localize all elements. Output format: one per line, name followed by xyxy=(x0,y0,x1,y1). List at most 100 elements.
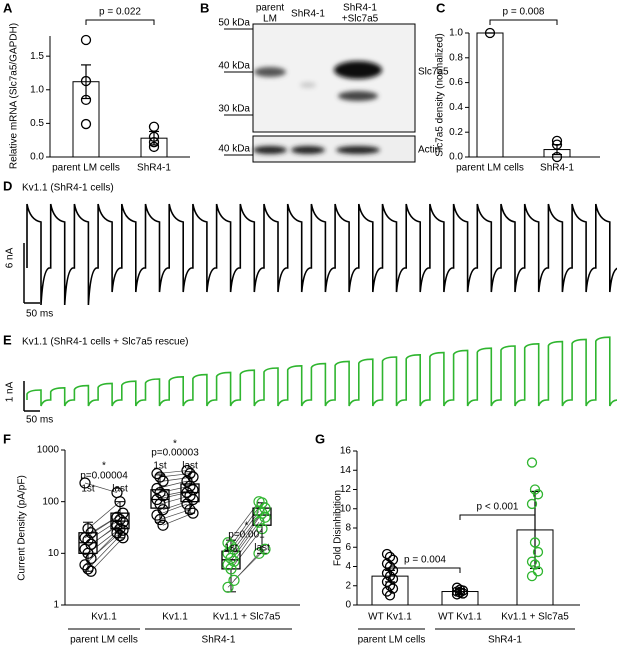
y-tick-label: 0.8 xyxy=(449,52,463,63)
scale-label: 50 ms xyxy=(26,415,53,426)
data-point xyxy=(387,583,399,594)
data-point xyxy=(222,581,234,593)
data-point xyxy=(157,519,169,531)
data-point xyxy=(114,513,126,526)
y-tick-label: 0 xyxy=(345,600,351,611)
panel-label: G xyxy=(315,431,325,446)
y-axis-label: Fold Disinhibition xyxy=(333,490,344,566)
marker-label: 40 kDa xyxy=(218,144,250,155)
bands xyxy=(253,61,382,154)
data-point xyxy=(225,540,237,552)
data-point xyxy=(253,505,265,517)
blot-frame xyxy=(252,23,416,133)
pair-line xyxy=(90,512,124,534)
x-tick-label: WT Kv1.1 xyxy=(438,612,482,623)
data-point xyxy=(79,477,91,489)
data-point xyxy=(148,131,160,142)
p-value: p=0.00003 xyxy=(151,448,199,459)
data-point xyxy=(148,121,160,132)
data-point xyxy=(151,467,163,480)
pair-line xyxy=(90,537,124,572)
data-point xyxy=(79,532,91,544)
x-tick-label: ShR4-1 xyxy=(540,163,574,174)
y-tick-label: 14 xyxy=(340,465,352,476)
data-point xyxy=(253,547,265,559)
data-point xyxy=(484,27,496,39)
y-tick-label: 0.5 xyxy=(30,118,44,129)
y-tick-label: 1000 xyxy=(37,445,60,456)
group-label: ShR4-1 xyxy=(488,635,522,645)
trace-title: Kv1.1 (ShR4-1 cells + Slc7a5 rescue) xyxy=(22,337,188,348)
band-label: Slc7a5 xyxy=(418,67,449,78)
y-tick-label: 0.2 xyxy=(449,127,463,138)
current-trace xyxy=(26,203,617,306)
scale-label: 6 nA xyxy=(5,247,16,268)
band xyxy=(254,67,286,77)
lane-label: +Slc7a5 xyxy=(342,14,379,25)
lane-label: ShR4-1 xyxy=(291,9,325,20)
data-point xyxy=(114,530,126,542)
bar xyxy=(476,32,504,158)
scale-label: 1 nA xyxy=(5,381,16,402)
significance-star: * xyxy=(245,521,249,532)
data-point xyxy=(253,516,265,528)
panel-label: F xyxy=(3,431,11,446)
data-point xyxy=(148,137,160,148)
p-value: p < 0.001 xyxy=(477,502,519,513)
pair-line xyxy=(227,511,260,554)
data-point xyxy=(80,34,92,46)
band xyxy=(336,146,380,154)
y-tick-label: 1.5 xyxy=(30,51,44,62)
data-point xyxy=(225,563,237,575)
y-tick-label: 10 xyxy=(340,503,352,514)
group-label: parent LM cells xyxy=(70,635,138,645)
band xyxy=(253,146,287,154)
y-tick-label: 1.0 xyxy=(449,28,463,39)
data-point xyxy=(259,543,271,555)
y-tick-label: 0.6 xyxy=(449,77,463,88)
data-point xyxy=(114,496,126,508)
condition-label: last xyxy=(254,543,270,554)
x-tick-label: Kv1.1 xyxy=(162,612,188,623)
lane-label: parent xyxy=(256,3,285,14)
group-label: parent LM cells xyxy=(358,635,426,645)
data-point xyxy=(148,141,160,153)
data-point xyxy=(526,570,538,582)
p-value: p = 0.022 xyxy=(99,7,141,18)
condition-label: 1st xyxy=(81,484,95,495)
y-tick-label: 1.0 xyxy=(30,84,44,95)
band xyxy=(291,146,325,154)
current-trace xyxy=(26,336,617,407)
data-point xyxy=(117,507,129,519)
panel-label: E xyxy=(3,332,12,347)
condition-label: 1st xyxy=(224,543,238,554)
data-point xyxy=(529,537,541,548)
data-point xyxy=(154,513,166,526)
significance-bracket xyxy=(459,514,536,520)
y-tick-label: 4 xyxy=(345,561,351,572)
condition-label: last xyxy=(182,461,198,472)
data-point xyxy=(157,475,169,487)
panel-label: A xyxy=(3,0,13,15)
data-point xyxy=(228,555,240,567)
data-point xyxy=(532,489,544,500)
y-tick-label: 10 xyxy=(48,548,60,559)
data-point xyxy=(184,467,196,480)
y-axis-label: Current Density (pA/pF) xyxy=(17,475,28,581)
y-tick-label: 0.4 xyxy=(449,102,463,113)
data-point xyxy=(184,504,196,516)
y-tick-label: 100 xyxy=(42,496,59,507)
data-point xyxy=(187,507,199,519)
data-point xyxy=(181,498,193,510)
y-tick-label: 0.0 xyxy=(30,152,44,163)
y-tick-label: 1 xyxy=(53,600,59,611)
x-tick-label: Kv1.1 + Slc7a5 xyxy=(501,612,569,623)
significance-star: * xyxy=(173,439,177,450)
data-point xyxy=(181,486,193,499)
panel-label: B xyxy=(200,0,209,15)
p-value: p=0.00004 xyxy=(80,471,128,482)
data-point xyxy=(457,588,469,599)
p-value: p=0.001 xyxy=(228,530,265,541)
data-point xyxy=(117,524,129,536)
